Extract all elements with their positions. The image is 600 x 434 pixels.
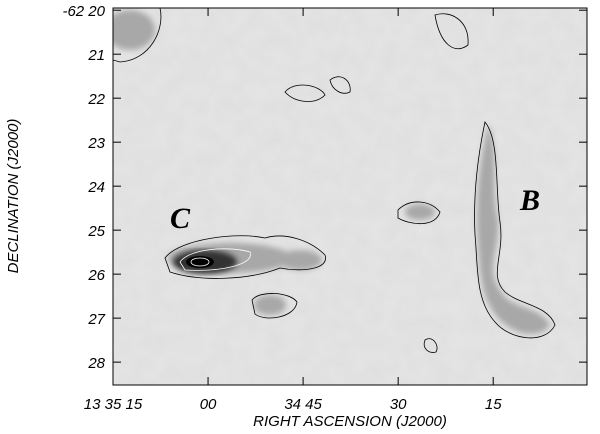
sky-image: [113, 8, 587, 385]
x-tick-label: 34 45: [284, 396, 322, 413]
annotation: B: [519, 184, 540, 217]
y-tick-label: -62 20: [62, 3, 105, 20]
y-tick-label: 26: [87, 267, 105, 284]
y-tick-label: 24: [87, 179, 105, 196]
x-tick-label: 00: [200, 396, 217, 413]
x-tick-label: 13 35 15: [84, 396, 143, 413]
y-tick-label: 28: [87, 355, 105, 372]
x-tick-label: 15: [485, 396, 502, 413]
y-tick-label: 22: [87, 91, 105, 108]
y-tick-label: 21: [87, 47, 105, 64]
x-axis-label: RIGHT ASCENSION (J2000): [253, 413, 447, 430]
y-tick-label: 25: [87, 223, 105, 240]
annotation: C: [170, 202, 191, 235]
y-axis-label: DECLINATION (J2000): [5, 119, 22, 274]
x-tick-label: 30: [390, 396, 407, 413]
y-tick-label: 23: [87, 135, 105, 152]
y-tick-label: 27: [87, 311, 105, 328]
plot-frame: [112, 7, 588, 386]
